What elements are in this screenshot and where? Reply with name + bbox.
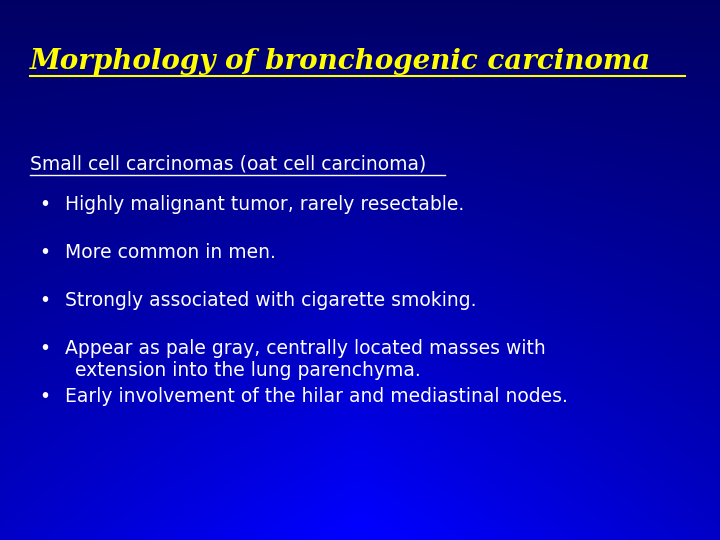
- Text: •: •: [40, 195, 50, 214]
- Text: Small cell carcinomas (oat cell carcinoma): Small cell carcinomas (oat cell carcinom…: [30, 155, 426, 174]
- Text: •: •: [40, 339, 50, 358]
- Text: Highly malignant tumor, rarely resectable.: Highly malignant tumor, rarely resectabl…: [65, 195, 464, 214]
- Text: Strongly associated with cigarette smoking.: Strongly associated with cigarette smoki…: [65, 291, 477, 310]
- Text: •: •: [40, 387, 50, 406]
- Text: Appear as pale gray, centrally located masses with: Appear as pale gray, centrally located m…: [65, 339, 546, 358]
- Text: More common in men.: More common in men.: [65, 243, 276, 262]
- Text: Morphology of bronchogenic carcinoma: Morphology of bronchogenic carcinoma: [30, 48, 652, 75]
- Text: •: •: [40, 243, 50, 262]
- Text: •: •: [40, 291, 50, 310]
- Text: extension into the lung parenchyma.: extension into the lung parenchyma.: [75, 361, 420, 380]
- Text: Early involvement of the hilar and mediastinal nodes.: Early involvement of the hilar and media…: [65, 387, 568, 406]
